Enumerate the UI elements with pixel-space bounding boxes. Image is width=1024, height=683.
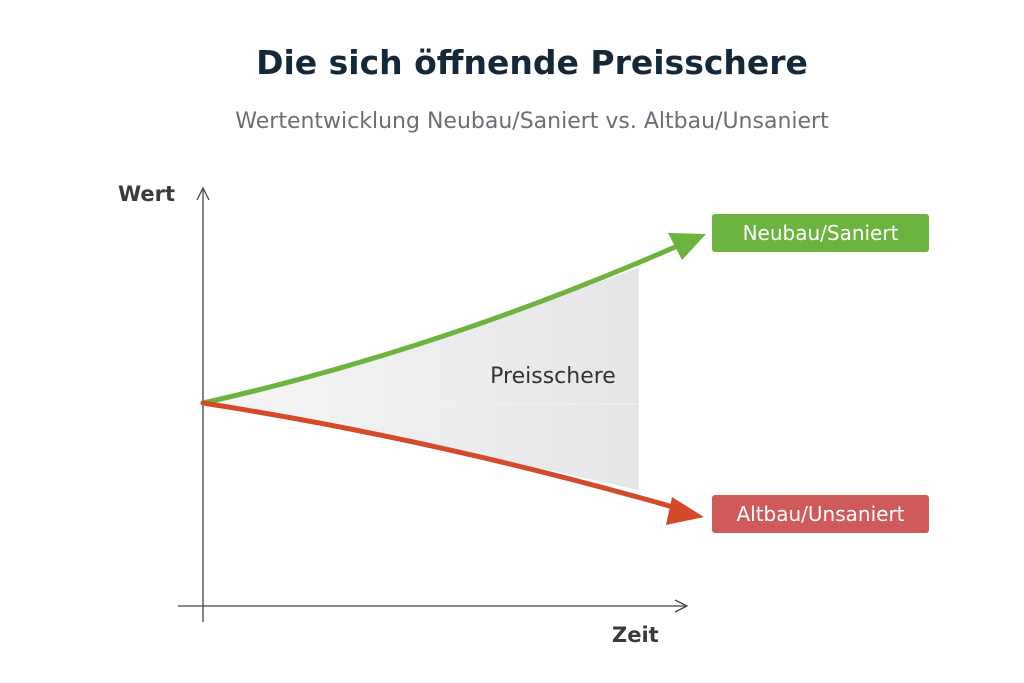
diagram-title: Die sich öffnende Preisschere (256, 43, 808, 82)
x-axis-arrowhead (674, 599, 689, 613)
x-axis-label: Zeit (612, 623, 659, 647)
y-axis-label: Wert (118, 182, 175, 206)
y-axis-arrowhead (196, 186, 210, 201)
upper-series-curve (200, 241, 685, 406)
price-gap-area (203, 268, 638, 490)
upper-series-arrowhead (668, 233, 706, 260)
lower-series-label: Altbau/Unsaniert (736, 502, 904, 526)
lower-series-arrowhead (666, 497, 704, 525)
lower-series-badge: Altbau/Unsaniert (712, 495, 929, 533)
upper-series-label: Neubau/Saniert (743, 221, 899, 245)
diagram-subtitle: Wertentwicklung Neubau/Saniert vs. Altba… (235, 109, 829, 134)
lower-series-curve (200, 400, 683, 512)
gap-label: Preisschere (490, 364, 616, 389)
upper-series-badge: Neubau/Saniert (712, 214, 929, 252)
